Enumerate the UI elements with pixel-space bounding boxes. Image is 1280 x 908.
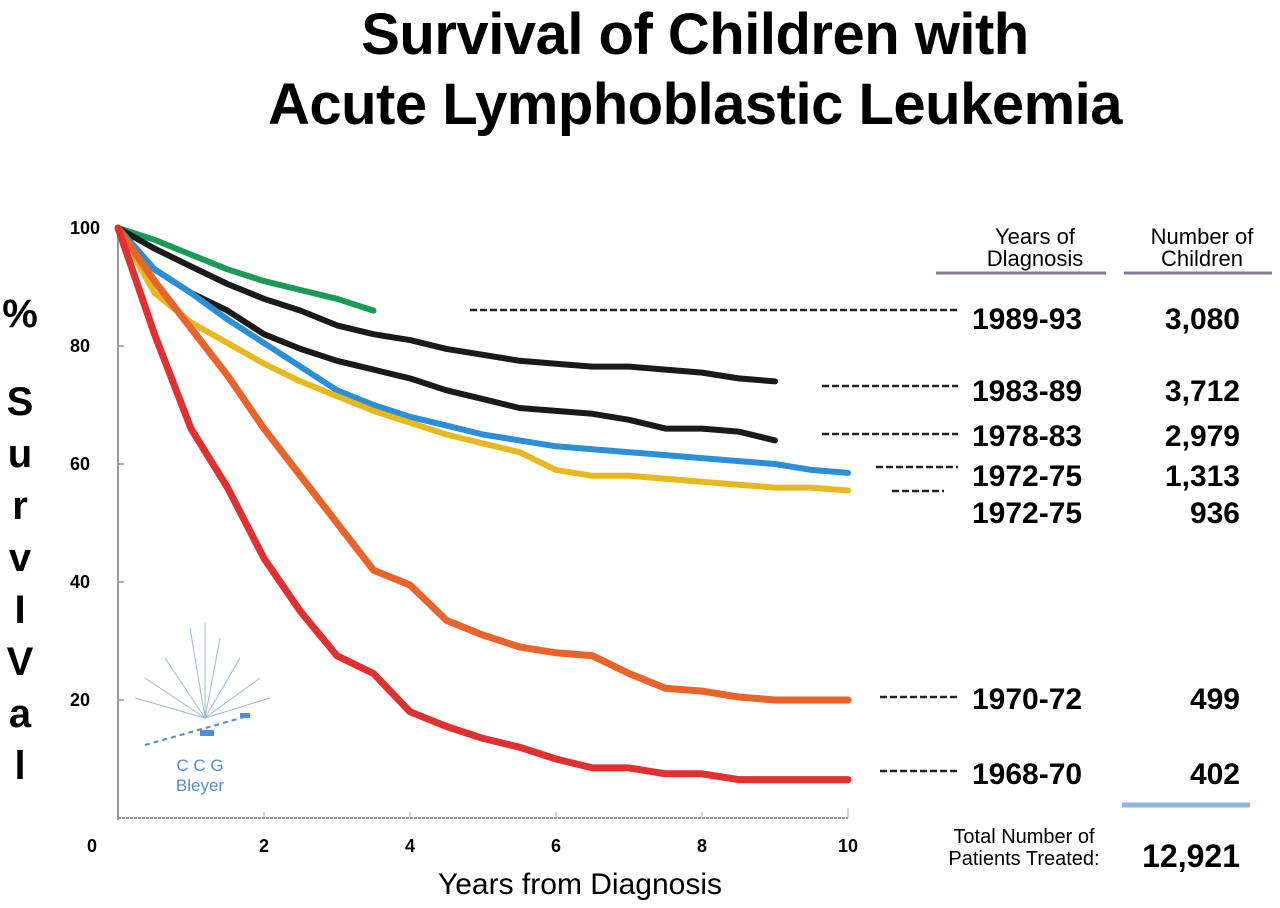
logo-ray — [204, 697, 271, 719]
x-axis-label: Years from Diagnosis — [437, 868, 723, 901]
survival-line-1972-75 — [115, 225, 851, 494]
y-axis-label-letter: r — [12, 484, 28, 528]
survival-line-1989-93 — [115, 225, 377, 314]
survival-line-1968-70 — [114, 224, 852, 784]
y-axis-label-letter: V — [6, 640, 34, 684]
chart-title-line-1: Survival of Children with — [361, 2, 1029, 67]
x-tick-label: 0 — [87, 836, 97, 856]
total-label-line-2: Patients Treated: — [948, 848, 1100, 870]
legend-period-label: 1972-75 — [972, 460, 1083, 493]
logo-ray — [204, 657, 241, 719]
y-axis-label-letter: a — [8, 692, 32, 736]
y-axis-label-letter: v — [8, 536, 32, 580]
legend-count-label: 936 — [1189, 497, 1240, 530]
logo-block — [240, 713, 250, 718]
legend-period-label: 1989-93 — [972, 303, 1083, 336]
years-of-diagnosis-header: Years of Dlagnosis — [955, 226, 1115, 270]
years-header-line-2: Dlagnosis — [986, 246, 1084, 271]
ccg-logo-subtext: Bleyer — [175, 776, 225, 795]
total-patients-label: Total Number of Patients Treated: — [934, 826, 1114, 870]
logo-ray — [204, 677, 261, 719]
legend-count-label: 3,712 — [1164, 375, 1240, 408]
logo-block — [200, 730, 214, 736]
x-tick-label: 6 — [551, 836, 561, 856]
y-tick-label: 60 — [70, 454, 90, 474]
years-header-line-1: Years of — [995, 224, 1075, 249]
y-axis-label-letter: l — [14, 744, 26, 788]
legend-period-label: 1968-70 — [972, 758, 1083, 791]
logo-dashed-line — [144, 715, 249, 746]
number-header-line-1: Number of — [1150, 224, 1254, 249]
y-tick-label: 100 — [70, 218, 100, 238]
x-tick-label: 10 — [838, 836, 858, 856]
y-axis-label-letter: S — [6, 380, 34, 424]
y-tick-label: 20 — [70, 690, 90, 710]
ccg-logo-text: C C G — [176, 756, 224, 775]
x-tick-label: 4 — [405, 836, 415, 856]
legend-period-label: 1978-83 — [972, 420, 1083, 453]
legend-count-label: 402 — [1189, 758, 1240, 791]
legend-count-label: 1,313 — [1164, 460, 1240, 493]
total-label-line-1: Total Number of — [953, 826, 1095, 848]
legend-count-label: 499 — [1189, 683, 1240, 716]
chart-title-line-2: Acute Lymphoblastic Leukemia — [267, 72, 1123, 137]
y-tick-label: 80 — [70, 336, 90, 356]
legend-count-label: 3,080 — [1164, 303, 1240, 336]
y-tick-label: 40 — [70, 572, 90, 592]
y-axis-label: % S u r v I V a l — [2, 288, 38, 792]
survival-line-1970-72 — [114, 224, 852, 704]
survival-line-1978-83 — [115, 225, 778, 444]
number-of-children-header: Number of Children — [1122, 226, 1280, 270]
logo-ray — [144, 677, 206, 719]
x-tick-label: 8 — [697, 836, 707, 856]
logo-ray — [164, 657, 206, 719]
legend-period-label: 1970-72 — [972, 683, 1083, 716]
total-patients-value: 12,921 — [1142, 838, 1240, 874]
survival-line-1983-89 — [115, 225, 778, 385]
y-axis-label-letter: I — [14, 588, 26, 632]
number-header-line-2: Children — [1161, 246, 1243, 271]
legend-period-label: 1983-89 — [972, 375, 1083, 408]
x-tick-label: 2 — [259, 836, 269, 856]
logo-ray — [204, 637, 221, 719]
survival-line-1972-75 — [115, 225, 851, 476]
y-axis-label-letter: u — [7, 432, 33, 476]
logo-ray — [189, 627, 206, 719]
legend-count-label: 2,979 — [1164, 420, 1240, 453]
y-axis-label-letter: % — [2, 292, 38, 336]
legend-period-label: 1972-75 — [972, 497, 1083, 530]
logo-ray — [134, 697, 206, 719]
